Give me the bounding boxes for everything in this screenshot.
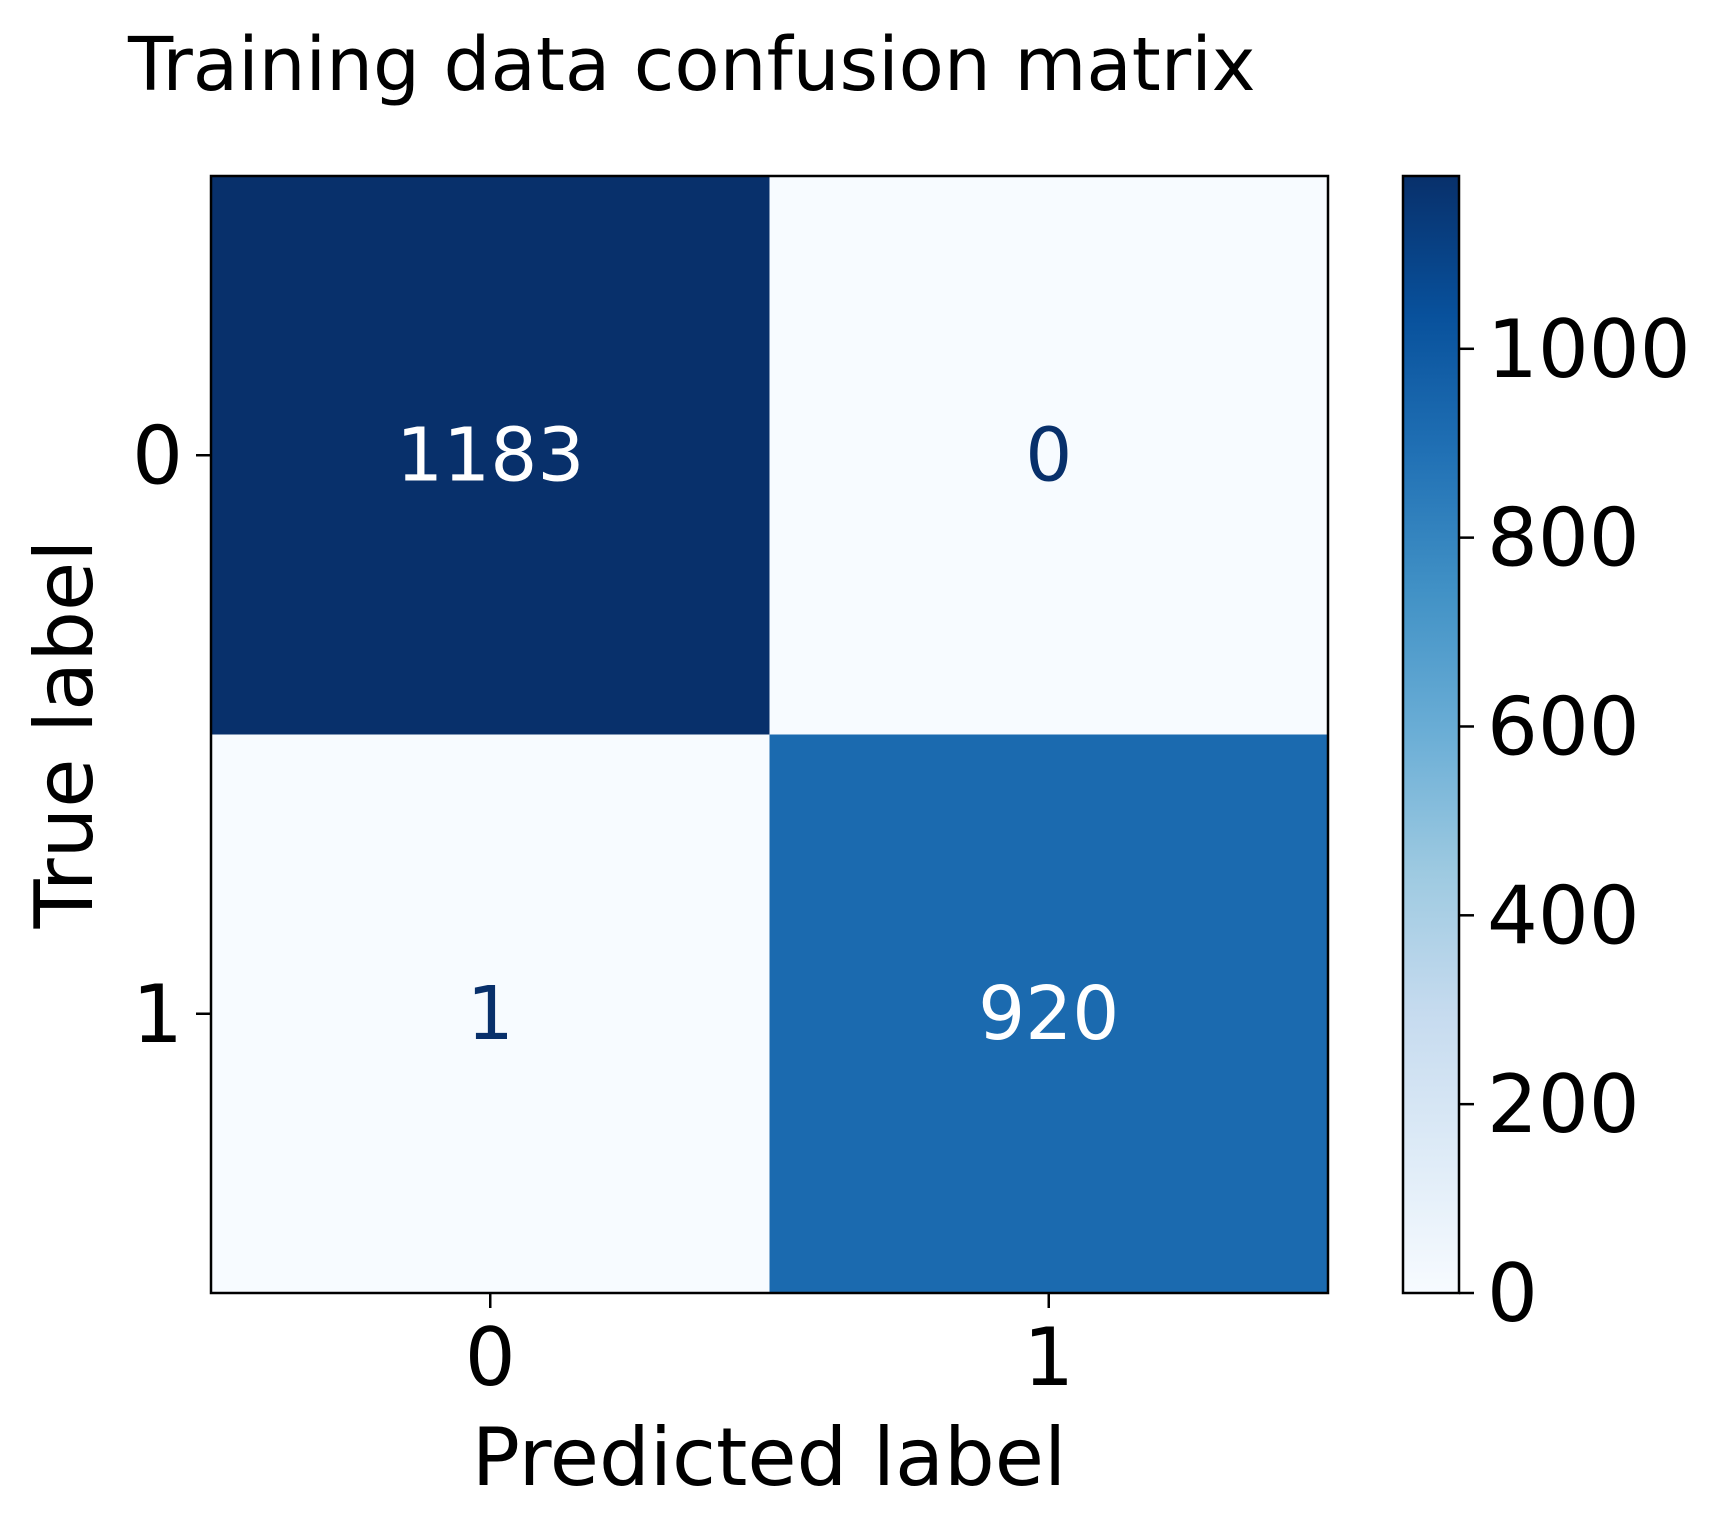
- matrix-cell: [769, 734, 1328, 1293]
- colorbar-tick-label: 800: [1487, 492, 1640, 585]
- colorbar-tick-label: 1000: [1487, 303, 1691, 396]
- colorbar-tick-label: 400: [1487, 869, 1640, 962]
- matrix-cell: [769, 176, 1328, 735]
- y-axis-label: True label: [18, 540, 111, 930]
- y-axis: 01: [132, 409, 211, 1061]
- colorbar: [1401, 174, 1461, 1295]
- colorbar-tick-label: 200: [1487, 1058, 1640, 1151]
- x-tick-label: 0: [465, 1311, 516, 1404]
- matrix-cell-value: 0: [1025, 412, 1072, 498]
- x-axis-label: Predicted label: [472, 1411, 1066, 1504]
- chart-title: Training data confusion matrix: [127, 22, 1256, 108]
- matrix-cell-value: 1: [467, 971, 514, 1057]
- colorbar-ticks: 0 200 400 600 800 1000: [1459, 303, 1691, 1340]
- matrix-cell: [211, 734, 770, 1293]
- colorbar-tick-label: 0: [1487, 1247, 1538, 1340]
- matrix-cell-value: 1183: [396, 412, 584, 498]
- matrix-cell-value: 920: [978, 971, 1119, 1057]
- plot-frame: [209, 174, 1330, 1295]
- colorbar-tick-label: 600: [1487, 680, 1640, 773]
- matrix-cell-labels: 1183 0 1 920: [396, 412, 1119, 1057]
- y-tick-label: 1: [132, 968, 183, 1061]
- y-tick-label: 0: [132, 409, 183, 502]
- matrix-cell: [211, 176, 770, 735]
- matrix-cells: [211, 176, 1328, 1293]
- x-tick-label: 1: [1023, 1311, 1074, 1404]
